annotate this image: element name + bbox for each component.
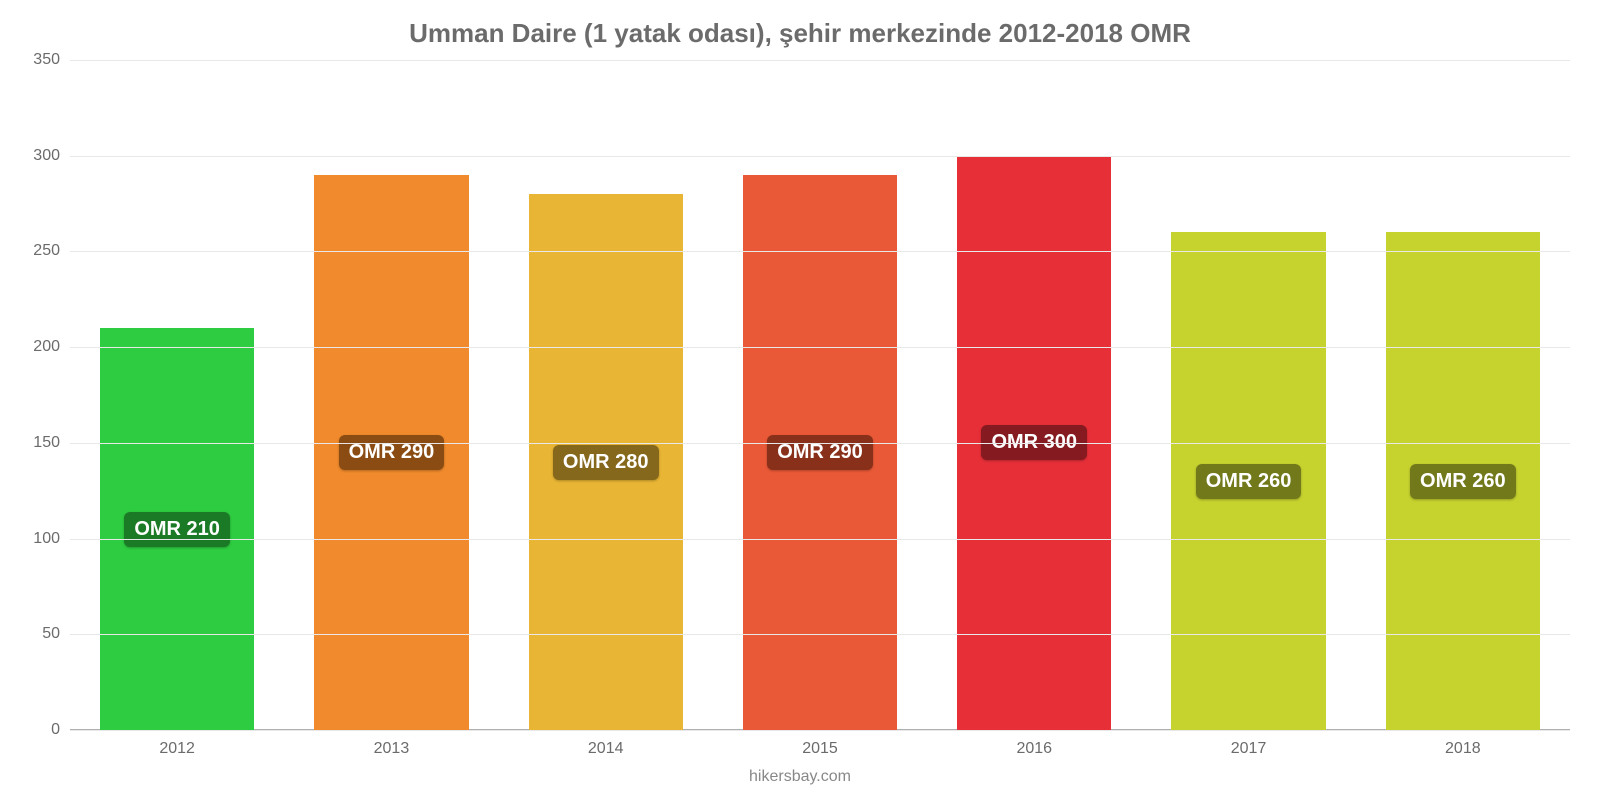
gridline: [70, 730, 1570, 731]
bar-slot: OMR 3002016: [927, 60, 1141, 730]
chart-area: OMR 2102012OMR 2902013OMR 2802014OMR 290…: [70, 60, 1570, 730]
gridline: [70, 443, 1570, 444]
bar-value-label: OMR 260: [1410, 464, 1516, 499]
bar-slot: OMR 2102012: [70, 60, 284, 730]
gridline: [70, 634, 1570, 635]
bar: OMR 210: [100, 328, 254, 730]
bar: OMR 260: [1171, 232, 1325, 730]
xtick-label: 2012: [159, 740, 195, 758]
bar-slot: OMR 2602017: [1141, 60, 1355, 730]
ytick-label: 150: [20, 434, 60, 452]
xtick-label: 2013: [374, 740, 410, 758]
bar-value-label: OMR 290: [767, 435, 873, 470]
bar-value-label: OMR 290: [339, 435, 445, 470]
bar: OMR 290: [314, 175, 468, 730]
ytick-label: 300: [20, 147, 60, 165]
bar-slot: OMR 2602018: [1356, 60, 1570, 730]
bar-value-label: OMR 210: [124, 512, 230, 547]
xtick-label: 2016: [1016, 740, 1052, 758]
ytick-label: 200: [20, 338, 60, 356]
ytick-label: 350: [20, 51, 60, 69]
bar-value-label: OMR 260: [1196, 464, 1302, 499]
ytick-label: 50: [20, 625, 60, 643]
bar-slot: OMR 2902013: [284, 60, 498, 730]
ytick-label: 100: [20, 530, 60, 548]
gridline: [70, 539, 1570, 540]
gridline: [70, 251, 1570, 252]
bar: OMR 280: [529, 194, 683, 730]
bar-slot: OMR 2802014: [499, 60, 713, 730]
bar: OMR 290: [743, 175, 897, 730]
xtick-label: 2014: [588, 740, 624, 758]
ytick-label: 250: [20, 242, 60, 260]
gridline: [70, 347, 1570, 348]
bar-slot: OMR 2902015: [713, 60, 927, 730]
plot-area: OMR 2102012OMR 2902013OMR 2802014OMR 290…: [70, 60, 1570, 730]
gridline: [70, 156, 1570, 157]
bar-value-label: OMR 280: [553, 445, 659, 480]
gridline: [70, 60, 1570, 61]
ytick-label: 0: [20, 721, 60, 739]
xtick-label: 2017: [1231, 740, 1267, 758]
xtick-label: 2015: [802, 740, 838, 758]
bar: OMR 260: [1386, 232, 1540, 730]
xtick-label: 2018: [1445, 740, 1481, 758]
bars-container: OMR 2102012OMR 2902013OMR 2802014OMR 290…: [70, 60, 1570, 730]
chart-title: Umman Daire (1 yatak odası), şehir merke…: [0, 0, 1600, 57]
source-attribution: hikersbay.com: [0, 768, 1600, 786]
